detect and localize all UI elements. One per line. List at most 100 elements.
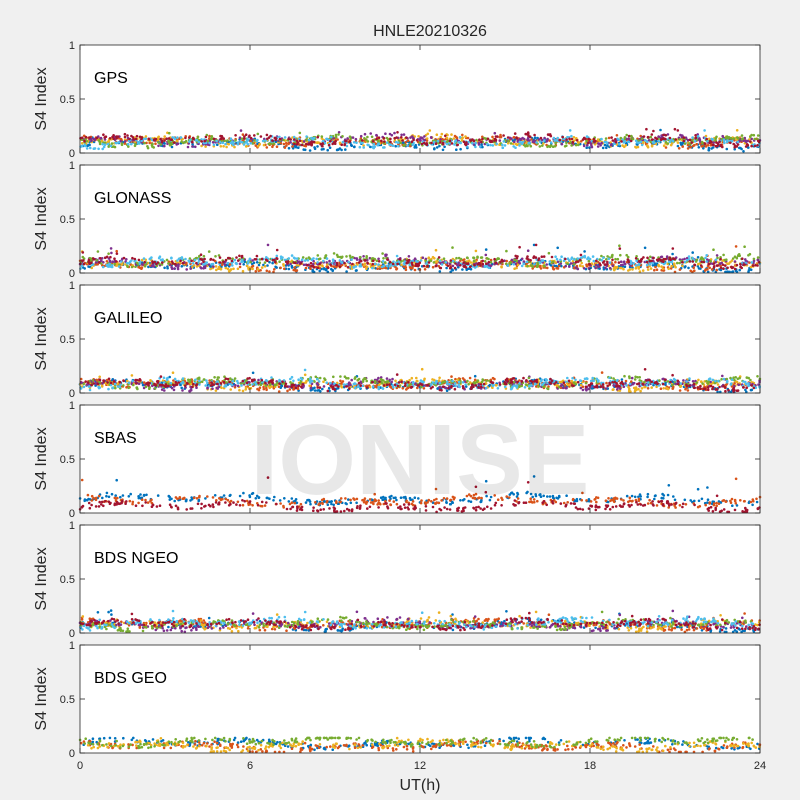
data-point xyxy=(316,266,320,270)
data-point xyxy=(349,137,353,140)
data-point xyxy=(507,139,510,143)
data-point xyxy=(81,251,85,254)
data-point xyxy=(313,380,316,383)
data-point xyxy=(414,382,417,385)
data-point xyxy=(313,146,316,149)
data-point xyxy=(750,133,753,137)
data-point xyxy=(385,380,389,383)
data-point xyxy=(278,137,282,141)
data-point xyxy=(749,135,752,139)
scatter-points xyxy=(79,127,762,153)
data-point xyxy=(256,138,259,142)
data-point xyxy=(716,383,720,386)
data-point xyxy=(619,263,623,267)
data-point xyxy=(340,385,344,389)
data-point xyxy=(155,262,158,266)
data-point xyxy=(726,139,729,142)
data-point xyxy=(625,142,628,145)
data-point xyxy=(316,254,320,257)
data-point xyxy=(260,266,264,269)
data-point xyxy=(445,389,449,393)
data-point xyxy=(742,139,746,142)
data-point xyxy=(587,256,590,259)
data-point xyxy=(703,129,706,132)
data-point xyxy=(282,264,286,267)
data-point xyxy=(699,142,702,145)
data-point xyxy=(457,140,461,144)
data-point xyxy=(676,144,680,148)
data-point xyxy=(383,261,387,264)
data-point xyxy=(404,268,408,272)
data-point xyxy=(744,145,748,148)
data-point xyxy=(697,267,701,270)
data-point xyxy=(219,134,222,138)
data-point xyxy=(702,147,705,150)
data-point xyxy=(439,138,442,141)
data-point xyxy=(747,269,751,272)
data-point xyxy=(251,267,254,271)
data-point xyxy=(568,383,571,387)
data-point xyxy=(379,267,382,270)
data-point xyxy=(226,261,230,265)
data-point xyxy=(265,269,269,273)
data-point xyxy=(455,256,458,260)
data-point xyxy=(144,135,148,138)
data-point xyxy=(248,257,252,261)
data-point xyxy=(343,143,347,146)
data-point xyxy=(686,147,690,150)
data-point xyxy=(646,268,650,271)
data-point xyxy=(518,140,521,144)
data-point xyxy=(695,142,698,146)
data-point xyxy=(366,140,370,143)
data-point xyxy=(626,255,630,259)
data-point xyxy=(351,262,354,266)
data-point xyxy=(487,260,491,264)
data-point xyxy=(568,129,572,132)
data-point xyxy=(340,256,343,260)
data-point xyxy=(601,261,605,264)
data-point xyxy=(220,386,223,390)
data-point xyxy=(322,139,325,143)
data-point xyxy=(238,254,241,258)
data-point xyxy=(706,270,710,274)
data-point xyxy=(679,133,682,137)
data-point xyxy=(664,140,668,144)
data-point xyxy=(403,263,406,266)
data-point xyxy=(476,255,479,259)
data-point xyxy=(124,140,127,143)
data-point xyxy=(163,139,166,142)
data-point xyxy=(357,261,361,264)
data-point xyxy=(570,134,573,138)
data-point xyxy=(466,256,469,260)
data-point xyxy=(192,137,195,141)
data-point xyxy=(611,258,614,262)
data-point xyxy=(216,143,219,146)
data-point xyxy=(739,146,742,150)
data-point xyxy=(256,145,260,148)
data-point xyxy=(527,258,530,261)
data-point xyxy=(749,140,752,143)
data-point xyxy=(275,257,279,261)
data-point xyxy=(734,376,737,379)
data-point xyxy=(558,138,561,142)
data-point xyxy=(502,140,506,143)
data-point xyxy=(555,266,558,270)
data-point xyxy=(650,259,653,263)
data-point xyxy=(678,258,682,261)
data-point xyxy=(652,129,655,133)
data-point xyxy=(572,136,576,139)
data-point xyxy=(94,261,98,264)
data-point xyxy=(650,144,654,148)
data-point xyxy=(685,256,689,260)
data-point xyxy=(177,264,180,268)
data-point xyxy=(453,143,456,146)
data-point xyxy=(302,263,306,267)
data-point xyxy=(604,266,607,270)
data-point xyxy=(678,138,681,141)
data-point xyxy=(609,144,613,147)
data-point xyxy=(627,259,630,262)
data-point xyxy=(740,138,744,141)
data-point xyxy=(745,143,749,146)
data-point xyxy=(255,254,259,258)
